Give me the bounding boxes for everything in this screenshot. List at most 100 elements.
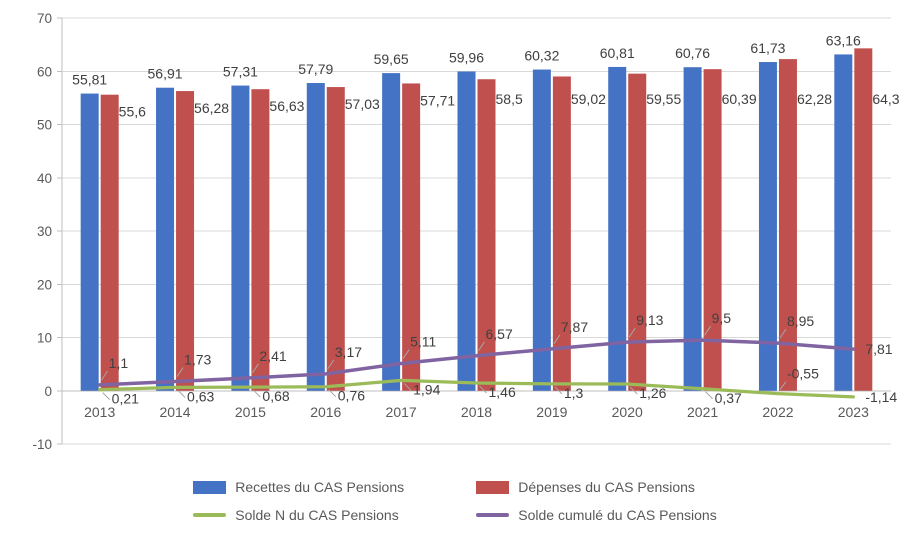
legend-swatch-recettes-bar xyxy=(193,480,227,494)
x-axis-label-2013: 2013 xyxy=(84,404,115,420)
x-axis-label-2020: 2020 xyxy=(612,404,643,420)
y-axis-label-50: 50 xyxy=(37,118,52,133)
legend-item-depenses: Dépenses du CAS Pensions xyxy=(476,479,716,495)
data-label-solde-n-2017: 1,94 xyxy=(413,381,440,397)
data-label-solde-cumule-2014: 1,73 xyxy=(184,352,211,368)
leader-line-solde-cumule xyxy=(628,327,636,338)
bar-depenses-2016 xyxy=(326,87,345,391)
x-axis-label-2017: 2017 xyxy=(386,404,417,420)
bar-depenses-2013 xyxy=(100,94,119,391)
y-axis-label-30: 30 xyxy=(37,224,52,239)
data-label-recettes-2019: 60,32 xyxy=(524,48,559,64)
legend-item-solde-n: Solde N du CAS Pensions xyxy=(193,507,476,523)
legend-label-recettes: Recettes du CAS Pensions xyxy=(235,479,405,495)
bar-recettes-2020 xyxy=(608,66,627,391)
data-label-solde-n-2023: -1,14 xyxy=(865,389,897,405)
y-axis-label-0: 0 xyxy=(44,384,52,399)
data-label-solde-n-2022: -0,55 xyxy=(787,366,819,382)
x-axis-label-2015: 2015 xyxy=(235,404,266,420)
data-label-depenses-2021: 60,39 xyxy=(722,91,757,107)
y-axis-label-60: 60 xyxy=(37,64,52,79)
data-label-depenses-2019: 59,02 xyxy=(571,91,606,107)
data-label-solde-n-2014: 0,63 xyxy=(187,388,214,404)
bar-depenses-2019 xyxy=(552,76,571,391)
data-label-depenses-2020: 59,55 xyxy=(646,91,681,107)
x-axis-label-2018: 2018 xyxy=(461,404,492,420)
data-label-recettes-2013: 55,81 xyxy=(72,72,107,88)
bar-depenses-2023 xyxy=(854,48,873,391)
leader-line-solde-cumule xyxy=(478,341,485,352)
data-label-solde-n-2021: 0,37 xyxy=(715,390,742,406)
x-axis-label-2019: 2019 xyxy=(536,404,567,420)
data-label-recettes-2016: 57,79 xyxy=(298,61,333,77)
data-label-recettes-2020: 60,81 xyxy=(600,45,635,61)
data-label-solde-cumule-2013: 1,1 xyxy=(109,355,129,371)
bar-recettes-2021 xyxy=(683,67,702,391)
legend-item-recettes: Recettes du CAS Pensions xyxy=(193,479,476,495)
bar-depenses-2015 xyxy=(251,89,270,391)
data-label-solde-cumule-2021: 9,5 xyxy=(712,310,732,326)
data-label-solde-n-2020: 1,26 xyxy=(639,385,666,401)
leader-line-solde-n xyxy=(253,389,261,398)
leader-line-solde-cumule xyxy=(101,370,109,381)
bar-recettes-2017 xyxy=(382,73,401,391)
data-label-solde-cumule-2017: 5,11 xyxy=(410,334,436,350)
y-axis-label-20: 20 xyxy=(37,277,52,292)
line-solde-cumule xyxy=(97,338,856,387)
data-label-solde-n-2016: 0,76 xyxy=(338,388,365,404)
data-label-recettes-2015: 57,31 xyxy=(223,64,258,80)
data-label-solde-n-2015: 0,68 xyxy=(262,388,289,404)
leader-line-solde-n xyxy=(629,386,638,395)
leader-line-solde-cumule xyxy=(251,363,259,374)
leader-line-solde-n xyxy=(479,385,487,394)
bar-recettes-2014 xyxy=(156,87,175,391)
y-axis-label--10: -10 xyxy=(32,437,52,452)
bar-depenses-2021 xyxy=(703,69,722,391)
data-label-depenses-2022: 62,28 xyxy=(797,91,832,107)
x-axis-label-2022: 2022 xyxy=(762,404,793,420)
y-axis-label-10: 10 xyxy=(37,331,52,346)
data-label-recettes-2022: 61,73 xyxy=(750,40,785,56)
bar-recettes-2018 xyxy=(457,71,476,391)
data-label-solde-n-2019: 1,3 xyxy=(564,385,584,401)
x-axis-label-2016: 2016 xyxy=(310,404,341,420)
data-label-solde-cumule-2019: 7,87 xyxy=(561,319,588,335)
bar-depenses-2020 xyxy=(628,73,647,391)
chart-plot-area: -10 0 10 20 30 40 50 60 70 2013 2014 2015 2016 2017 20… xyxy=(32,11,899,452)
x-axis-label-2014: 2014 xyxy=(159,404,190,420)
legend-swatch-solde-cumule-line xyxy=(476,513,510,517)
data-label-depenses-2017: 57,71 xyxy=(420,92,455,108)
bar-recettes-2016 xyxy=(306,83,325,391)
legend-swatch-solde-n-line xyxy=(193,513,227,517)
data-label-depenses-2016: 57,03 xyxy=(345,96,380,112)
data-label-recettes-2017: 59,65 xyxy=(374,51,409,67)
legend-label-depenses: Dépenses du CAS Pensions xyxy=(518,479,695,495)
leader-line-solde-n xyxy=(177,390,186,398)
bar-depenses-2014 xyxy=(176,91,195,391)
x-axis-label-2023: 2023 xyxy=(838,404,869,420)
data-label-depenses-2014: 56,28 xyxy=(194,100,229,116)
leader-line-solde-n xyxy=(554,386,563,395)
leader-line-solde-cumule xyxy=(704,325,712,336)
leader-line-solde-n xyxy=(403,383,412,391)
line-solde-n xyxy=(98,378,855,399)
data-label-recettes-2023: 63,16 xyxy=(826,32,861,48)
data-label-depenses-2023: 64,3 xyxy=(872,91,899,107)
chart-legend: Recettes du CAS Pensions Dépenses du CAS… xyxy=(193,479,717,523)
data-label-recettes-2018: 59,96 xyxy=(449,49,484,65)
data-label-solde-cumule-2015: 2,41 xyxy=(259,348,286,364)
data-label-solde-cumule-2022: 8,95 xyxy=(787,313,814,329)
leader-line-solde-n xyxy=(779,381,787,390)
data-label-solde-cumule-2018: 6,57 xyxy=(486,326,513,342)
data-label-solde-cumule-2016: 3,17 xyxy=(335,344,362,360)
data-label-solde-cumule-2023: 7,81 xyxy=(865,341,892,357)
bar-depenses-2022 xyxy=(778,59,797,391)
leader-line-solde-n xyxy=(705,391,713,400)
legend-swatch-depenses-bar xyxy=(476,480,510,494)
data-label-depenses-2015: 56,63 xyxy=(269,98,304,114)
legend-item-solde-cumule: Solde cumulé du CAS Pensions xyxy=(476,507,717,523)
bar-depenses-2017 xyxy=(402,83,421,391)
bar-depenses-2018 xyxy=(477,79,496,391)
bar-recettes-2015 xyxy=(231,85,250,391)
data-label-solde-n-2018: 1,46 xyxy=(489,384,516,400)
